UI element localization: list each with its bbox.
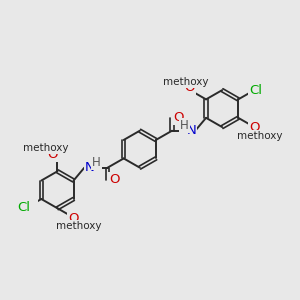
Text: Cl: Cl — [17, 201, 30, 214]
Text: N: N — [187, 124, 196, 137]
Text: O: O — [184, 81, 195, 94]
Text: methoxy: methoxy — [23, 143, 68, 153]
Text: methoxy: methoxy — [163, 77, 209, 87]
Text: H: H — [180, 119, 189, 132]
Text: N: N — [85, 161, 94, 174]
Text: O: O — [249, 122, 260, 134]
Text: O: O — [68, 212, 79, 225]
Text: methoxy: methoxy — [237, 130, 283, 141]
Text: H: H — [92, 156, 101, 169]
Text: Cl: Cl — [249, 84, 262, 98]
Text: O: O — [173, 111, 184, 124]
Text: O: O — [47, 148, 57, 161]
Text: O: O — [109, 173, 120, 187]
Text: methoxy: methoxy — [56, 221, 102, 231]
